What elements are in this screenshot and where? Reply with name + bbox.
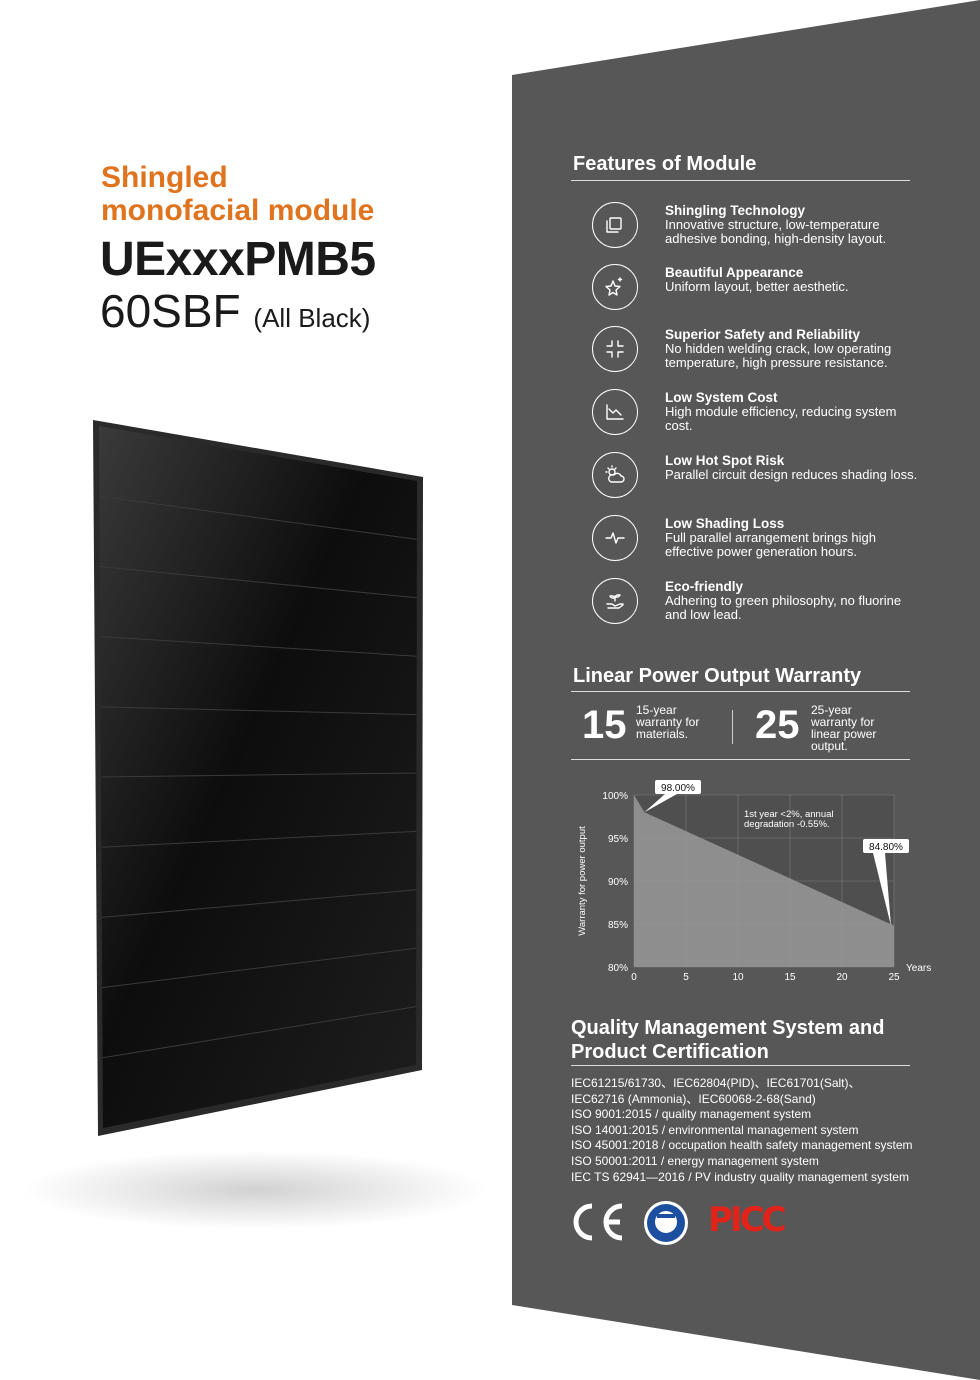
feature-desc: No hidden welding crack, low operating t… bbox=[665, 341, 892, 370]
model-name: UExxxPMB5 bbox=[100, 233, 376, 286]
feature-title: Eco-friendly bbox=[665, 579, 744, 594]
power-text: 25-year warranty for linear power output… bbox=[811, 703, 877, 753]
y-tick-label: 85% bbox=[608, 920, 628, 931]
cert-heading: Quality Management System and Product Cer… bbox=[571, 1017, 885, 1063]
spec-panel bbox=[512, 0, 980, 1380]
sun-cloud-icon bbox=[592, 452, 638, 498]
picc-logo: PICC bbox=[708, 1200, 787, 1240]
feature-title: Low System Cost bbox=[665, 390, 778, 405]
title-line1: Shingled bbox=[101, 161, 228, 194]
divider bbox=[571, 180, 910, 181]
x-axis-label: Years bbox=[906, 963, 931, 974]
feature-item: Superior Safety and Reliability No hidden… bbox=[592, 326, 922, 376]
cert-line: IEC TS 62941—2016 / PV industry quality … bbox=[571, 1169, 909, 1184]
y-tick-label: 90% bbox=[608, 877, 628, 888]
plant-hand-icon bbox=[592, 578, 638, 624]
feature-item: Eco-friendly Adhering to green philosophy… bbox=[592, 578, 922, 628]
x-tick-label: 10 bbox=[732, 972, 744, 983]
variant-note: (All Black) bbox=[253, 303, 371, 333]
y-tick-label: 95% bbox=[608, 834, 628, 845]
feature-desc: Parallel circuit design reduces shading … bbox=[665, 467, 918, 482]
feature-title: Shingling Technology bbox=[665, 203, 805, 218]
x-tick-label: 20 bbox=[836, 972, 848, 983]
cert-list: IEC61215/61730、IEC62804(PID)、IEC61701(Sa… bbox=[571, 1076, 913, 1185]
divider bbox=[571, 691, 910, 692]
sparkle-star-icon bbox=[592, 264, 638, 310]
y-tick-label: 100% bbox=[602, 791, 628, 802]
y-axis-label: Warranty for power output bbox=[577, 826, 588, 936]
materials-years: 15 bbox=[582, 703, 627, 747]
warranty-chart: 0 5 10 15 20 25 80% 85% 90% 95% 100% Years Warranty … bbox=[577, 780, 931, 983]
downtrend-chart-icon bbox=[592, 389, 638, 435]
features-heading: Features of Module bbox=[573, 153, 757, 175]
tuv-logo bbox=[644, 1201, 688, 1245]
callout-label: 84.80% bbox=[869, 842, 903, 853]
feature-desc: Innovative structure, low-temperature ad… bbox=[665, 217, 887, 246]
chart-note: 1st year <2%, annual degradation -0.55%. bbox=[744, 809, 834, 830]
model-variant: 60SBF (All Black) bbox=[100, 285, 371, 337]
cert-line: IEC61215/61730、IEC62804(PID)、IEC61701(Sa… bbox=[571, 1076, 861, 1090]
cert-line: ISO 45001:2018 / occupation health safet… bbox=[571, 1138, 913, 1153]
power-years: 25 bbox=[755, 703, 800, 747]
note-line: 1st year <2%, annual bbox=[744, 809, 834, 820]
callout-box bbox=[863, 839, 909, 853]
feature-item: Beautiful Appearance Uniform layout, bett… bbox=[592, 264, 922, 314]
feature-title: Beautiful Appearance bbox=[665, 265, 804, 280]
pulse-icon bbox=[592, 515, 638, 561]
cert-line: ISO 50001:2011 / energy management syste… bbox=[571, 1153, 819, 1168]
ce-logo bbox=[573, 1203, 623, 1241]
x-tick-label: 15 bbox=[784, 972, 796, 983]
x-tick-label: 5 bbox=[683, 972, 689, 983]
y-tick-label: 80% bbox=[608, 963, 628, 974]
feature-item: Low Hot Spot Risk Parallel circuit design… bbox=[592, 452, 922, 502]
feature-title: Superior Safety and Reliability bbox=[665, 327, 861, 342]
solar-panel-image bbox=[93, 420, 423, 1136]
feature-desc: Full parallel arrangement brings high ef… bbox=[665, 530, 877, 559]
feature-desc: Adhering to green philosophy, no fluorin… bbox=[665, 593, 902, 622]
feature-item: Shingling Technology Innovative structure… bbox=[592, 202, 922, 252]
cert-line: ISO 14001:2015 / environmental managemen… bbox=[571, 1122, 859, 1137]
cert-line: IEC62716 (Ammonia)、IEC60068-2-68(Sand) bbox=[571, 1091, 816, 1106]
warranty-heading: Linear Power Output Warranty bbox=[573, 665, 862, 687]
layers-icon bbox=[592, 202, 638, 248]
title-line2: monofacial module bbox=[101, 194, 375, 227]
feature-desc: Uniform layout, better aesthetic. bbox=[665, 279, 849, 294]
feature-item: Low System Cost High module efficiency, r… bbox=[592, 389, 922, 439]
feature-title: Low Shading Loss bbox=[665, 516, 785, 531]
callout-box bbox=[655, 780, 701, 794]
materials-text: 15-year warranty for materials. bbox=[636, 703, 700, 741]
panel-shadow bbox=[20, 1150, 490, 1230]
feature-title: Low Hot Spot Risk bbox=[665, 453, 785, 468]
divider bbox=[571, 759, 910, 760]
callout-pointer bbox=[873, 853, 891, 926]
divider bbox=[571, 1065, 910, 1066]
note-line: degradation -0.55%. bbox=[744, 819, 830, 830]
callout-label: 98.00% bbox=[661, 783, 695, 794]
feature-item: Low Shading Loss Full parallel arrangemen… bbox=[592, 515, 922, 565]
feature-desc: High module efficiency, reducing system … bbox=[665, 404, 897, 433]
divider bbox=[732, 710, 733, 744]
x-tick-label: 25 bbox=[888, 972, 900, 983]
cert-line: ISO 9001:2015 / quality management syste… bbox=[571, 1107, 812, 1122]
x-tick-label: 0 bbox=[631, 972, 637, 983]
compress-icon bbox=[592, 326, 638, 372]
